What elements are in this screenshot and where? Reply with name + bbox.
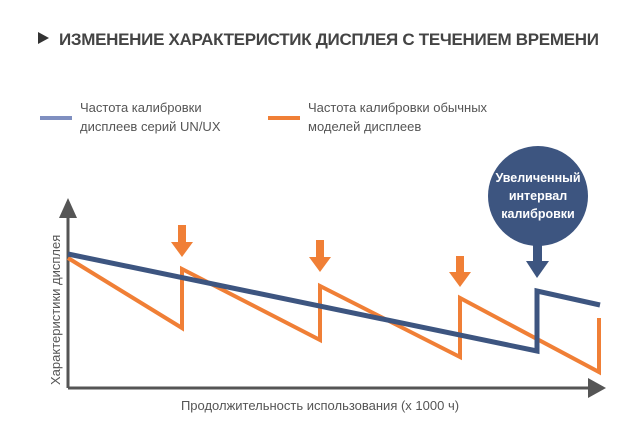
triangle-bullet-icon: [38, 32, 49, 44]
calibration-arrow-icon: [309, 240, 331, 272]
x-axis-arrow-icon: [588, 378, 606, 398]
legend-swatch-orange: [268, 116, 300, 120]
legend-label: Частота калибровки: [80, 100, 202, 115]
legend-label: Частота калибровки обычных: [308, 100, 488, 115]
callout-text: калибровки: [501, 207, 575, 221]
callout-arrow-icon: [526, 240, 549, 278]
callout-bubble: Увеличенный интервал калибровки: [488, 146, 588, 246]
title-text: ИЗМЕНЕНИЕ ХАРАКТЕРИСТИК ДИСПЛЕЯ С ТЕЧЕНИ…: [59, 30, 599, 49]
calibration-arrow-icon: [171, 225, 193, 257]
legend-item-orange: Частота калибровки обычных моделей диспл…: [308, 98, 548, 136]
callout-text: интервал: [508, 189, 568, 203]
legend-label: дисплеев серий UN/UX: [80, 119, 221, 134]
blue-series-line: [67, 251, 601, 355]
orange-series-line: [66, 256, 601, 376]
legend-swatch-blue: [40, 116, 72, 120]
calibration-arrow-icon: [449, 256, 471, 287]
y-axis-label: Характеристики дисплея: [48, 234, 63, 385]
callout-text: Увеличенный: [495, 171, 581, 185]
y-axis-arrow-icon: [59, 198, 77, 218]
legend-item-blue: Частота калибровки дисплеев серий UN/UX: [80, 98, 280, 136]
legend-label: моделей дисплеев: [308, 119, 422, 134]
x-axis-label: Продолжительность использования (x 1000 …: [180, 398, 460, 413]
diagram-title: ИЗМЕНЕНИЕ ХАРАКТЕРИСТИК ДИСПЛЕЯ С ТЕЧЕНИ…: [38, 30, 599, 50]
